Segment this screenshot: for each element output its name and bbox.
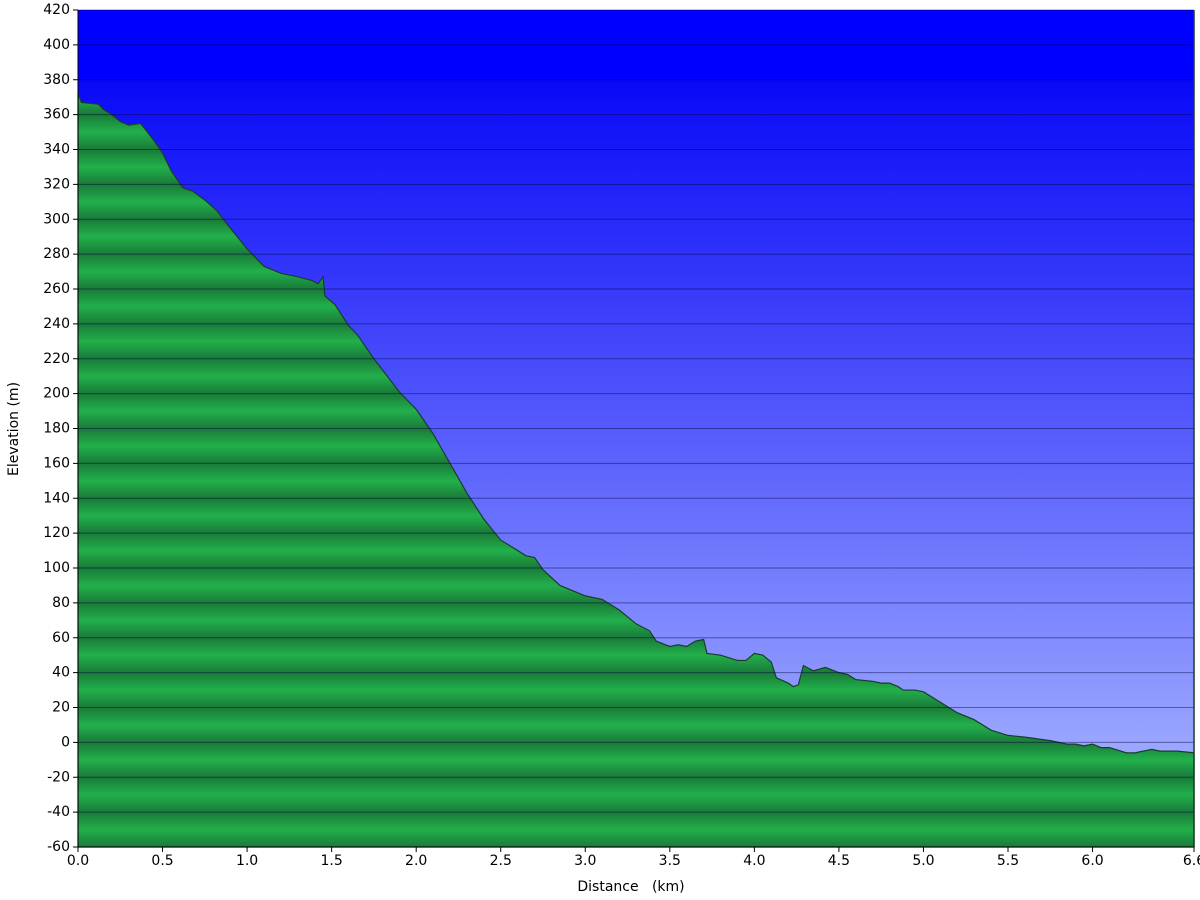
x-tick-label: 6.6 — [1183, 853, 1200, 869]
x-axis-label: Distance (km) — [577, 879, 684, 895]
y-tick-label: -40 — [47, 804, 70, 820]
y-tick-label: 180 — [43, 421, 70, 437]
y-tick-label: 160 — [43, 455, 70, 471]
y-tick-label: 220 — [43, 351, 70, 367]
x-tick-label: 0.0 — [67, 853, 89, 869]
y-tick-label: 260 — [43, 281, 70, 297]
y-tick-label: 280 — [43, 246, 70, 262]
y-tick-label: 140 — [43, 490, 70, 506]
y-tick-label: 340 — [43, 142, 70, 158]
y-tick-label: 120 — [43, 525, 70, 541]
y-tick-label: 380 — [43, 72, 70, 88]
y-tick-label: 400 — [43, 37, 70, 53]
y-tick-label: 320 — [43, 176, 70, 192]
y-tick-label: 80 — [52, 595, 70, 611]
x-tick-label: 3.5 — [659, 853, 681, 869]
y-tick-label: 100 — [43, 560, 70, 576]
y-tick-label: -60 — [47, 839, 70, 855]
y-tick-label: 200 — [43, 386, 70, 402]
y-tick-label: 0 — [61, 734, 70, 750]
x-tick-label: 0.5 — [151, 853, 173, 869]
x-tick-label: 4.0 — [743, 853, 765, 869]
y-tick-label: 40 — [52, 665, 70, 681]
x-tick-label: 2.0 — [405, 853, 427, 869]
y-tick-label: 300 — [43, 211, 70, 227]
x-tick-label: 2.5 — [490, 853, 512, 869]
y-tick-label: -20 — [47, 769, 70, 785]
x-tick-label: 1.5 — [321, 853, 343, 869]
y-tick-label: 420 — [43, 2, 70, 18]
y-axis-label: Elevation (m) — [6, 382, 22, 476]
y-tick-label: 240 — [43, 316, 70, 332]
y-tick-label: 360 — [43, 107, 70, 123]
x-tick-label: 4.5 — [828, 853, 850, 869]
x-tick-label: 5.5 — [997, 853, 1019, 869]
y-tick-label: 60 — [52, 630, 70, 646]
x-tick-label: 6.0 — [1081, 853, 1103, 869]
x-tick-label: 1.0 — [236, 853, 258, 869]
y-tick-label: 20 — [52, 700, 70, 716]
x-tick-label: 3.0 — [574, 853, 596, 869]
elevation-area — [77, 93, 1195, 848]
x-tick-label: 5.0 — [912, 853, 934, 869]
